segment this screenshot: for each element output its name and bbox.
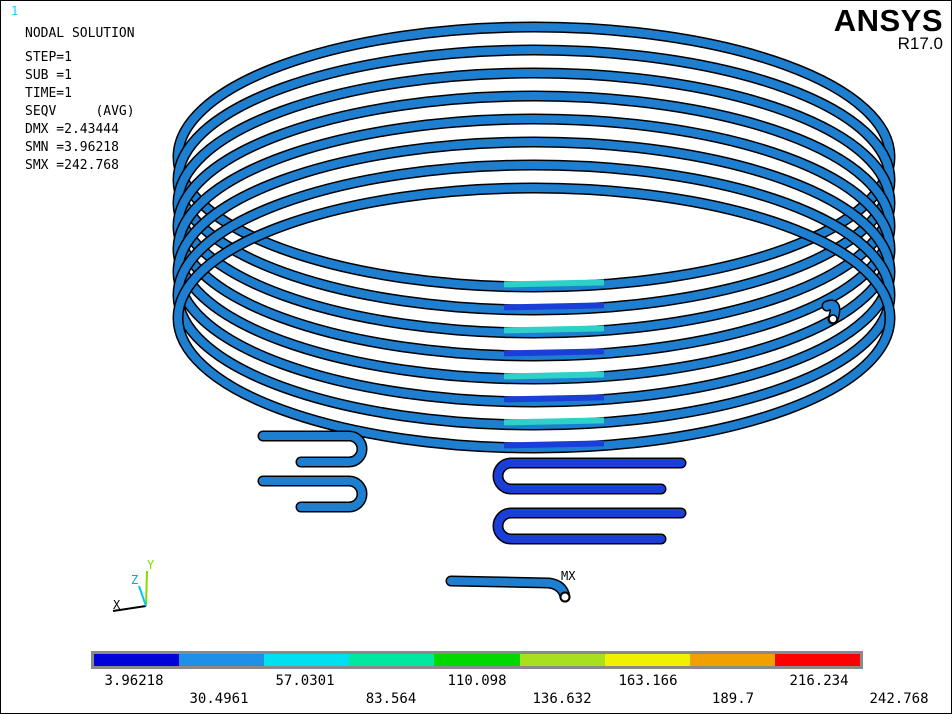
legend-label-bottom-3: 136.632 [532,691,592,707]
legend-swatch-5 [434,654,520,666]
legend-swatch-1 [94,654,180,666]
info-smn: SMN =3.96218 [25,140,119,155]
left-u-bend-lower [257,475,368,513]
coordinate-triad: X Y Z [112,558,155,612]
right-u-bend-lower [492,507,687,545]
outlet-tube-end [445,575,571,603]
left-u-bend-upper [257,430,368,468]
triad-z-label: Z [131,573,138,587]
triad-x-label: X [113,598,121,612]
legend-swatch-7 [604,654,690,666]
info-result-type: SEQV (AVG) [25,104,135,119]
triad-y-label: Y [147,558,155,572]
contour-legend-bar [91,651,863,669]
legend-label-top-4: 163.166 [618,673,678,689]
info-step: STEP=1 [25,50,72,65]
legend-label-bottom-1: 30.4961 [189,691,249,707]
brand-name: ANSYS [833,3,943,38]
legend-label-top-3: 110.098 [447,673,507,689]
solution-title: NODAL SOLUTION [25,26,135,41]
info-smx: SMX =242.768 [25,158,119,173]
serpentine-loops [257,299,841,603]
window-number: 1 [11,4,19,18]
legend-label-top-5: 216.234 [789,673,849,689]
legend-swatch-6 [519,654,605,666]
legend-swatch-3 [264,654,350,666]
legend-swatch-8 [689,654,775,666]
solution-info: NODAL SOLUTION STEP=1 SUB =1 TIME=1 SEQV… [25,25,135,175]
ansys-logo: ANSYS R17.0 [834,5,943,53]
inlet-tube-end [821,299,841,325]
legend-swatch-9 [774,654,860,666]
brand-version: R17.0 [897,34,943,53]
coil-ring [172,182,896,454]
info-dmx: DMX =2.43444 [25,122,119,137]
legend-label-top-2: 57.0301 [275,673,335,689]
legend-label-bottom-5: 242.768 [869,691,929,707]
info-time: TIME=1 [25,86,72,101]
info-substep: SUB =1 [25,68,72,83]
coil-rings [172,21,896,454]
max-marker-label: MX [561,569,576,583]
legend-swatch-2 [179,654,265,666]
legend-label-bottom-4: 189.7 [711,691,755,707]
legend-label-top-1: 3.96218 [104,673,164,689]
legend-swatch-4 [349,654,435,666]
legend-label-bottom-2: 83.564 [365,691,417,707]
right-u-bend-upper [492,457,687,495]
